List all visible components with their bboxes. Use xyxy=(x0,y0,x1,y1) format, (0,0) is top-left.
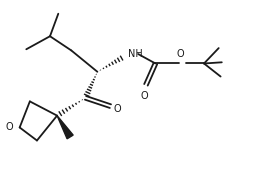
Text: O: O xyxy=(5,122,13,132)
Polygon shape xyxy=(57,116,73,139)
Text: O: O xyxy=(176,50,184,60)
Text: O: O xyxy=(113,104,121,114)
Text: O: O xyxy=(140,91,148,101)
Text: NH: NH xyxy=(128,49,142,59)
